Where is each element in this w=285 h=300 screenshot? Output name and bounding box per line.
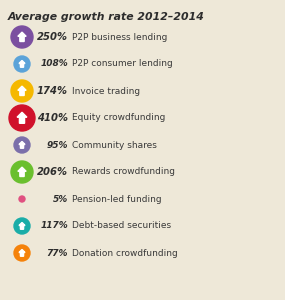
Text: Average growth rate 2012–2014: Average growth rate 2012–2014 xyxy=(8,12,205,22)
Polygon shape xyxy=(18,32,26,41)
Circle shape xyxy=(11,26,33,48)
Circle shape xyxy=(11,80,33,102)
Text: Equity crowdfunding: Equity crowdfunding xyxy=(72,113,165,122)
Text: P2P business lending: P2P business lending xyxy=(72,32,167,41)
Circle shape xyxy=(11,161,33,183)
Text: 410%: 410% xyxy=(37,113,68,123)
Text: Rewards crowdfunding: Rewards crowdfunding xyxy=(72,167,175,176)
Text: 95%: 95% xyxy=(46,140,68,149)
Polygon shape xyxy=(19,142,25,148)
Circle shape xyxy=(19,196,25,202)
Text: P2P consumer lending: P2P consumer lending xyxy=(72,59,173,68)
Circle shape xyxy=(14,137,30,153)
Text: 174%: 174% xyxy=(37,86,68,96)
Circle shape xyxy=(14,56,30,72)
Circle shape xyxy=(14,245,30,261)
Text: 250%: 250% xyxy=(37,32,68,42)
Polygon shape xyxy=(19,223,25,229)
Text: Donation crowdfunding: Donation crowdfunding xyxy=(72,248,178,257)
Text: Pension-led funding: Pension-led funding xyxy=(72,194,162,203)
Text: 77%: 77% xyxy=(46,248,68,257)
Polygon shape xyxy=(19,250,25,256)
Text: Debt-based securities: Debt-based securities xyxy=(72,221,171,230)
Circle shape xyxy=(9,105,35,131)
Text: Invoice trading: Invoice trading xyxy=(72,86,140,95)
Text: Community shares: Community shares xyxy=(72,140,157,149)
Polygon shape xyxy=(18,86,26,95)
Text: 108%: 108% xyxy=(40,59,68,68)
Text: 5%: 5% xyxy=(53,194,68,203)
Polygon shape xyxy=(19,61,25,67)
Polygon shape xyxy=(17,112,27,123)
Text: 117%: 117% xyxy=(40,221,68,230)
Circle shape xyxy=(14,218,30,234)
Polygon shape xyxy=(18,167,26,176)
Text: 206%: 206% xyxy=(37,167,68,177)
